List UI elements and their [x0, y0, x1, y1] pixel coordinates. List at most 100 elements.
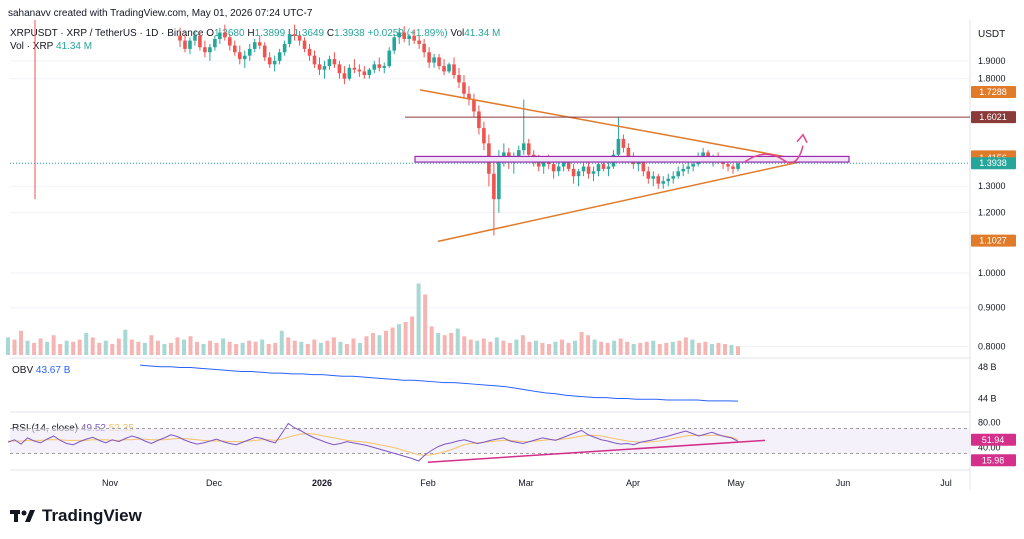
- projection-arrow: [744, 145, 804, 164]
- volume-bar: [32, 342, 37, 355]
- volume-bar: [110, 344, 115, 355]
- symbol-name[interactable]: XRPUSDT · XRP / TetherUS · 1D · Binance: [10, 28, 204, 39]
- price-badge: [971, 157, 1016, 170]
- obv-line: [139, 364, 739, 402]
- candle-body: [447, 64, 451, 72]
- candle-body: [412, 35, 416, 41]
- candle-body: [427, 52, 431, 63]
- time-axis-label: Mar: [518, 478, 534, 488]
- candle-body: [641, 161, 646, 172]
- volume-bar: [403, 322, 408, 355]
- resistance-zone-box: [414, 155, 850, 163]
- change-value: +0.0259 (+1.89%): [367, 28, 448, 39]
- tradingview-wordmark: TradingView: [42, 506, 142, 525]
- candle-body: [661, 181, 666, 184]
- volume-bar: [136, 341, 141, 355]
- volume-bar: [64, 340, 69, 355]
- candle-body: [626, 147, 631, 158]
- volume-bar: [371, 333, 375, 355]
- candle-body: [292, 34, 297, 36]
- obv-tick-label: 48 B: [978, 362, 997, 372]
- volume-bar: [592, 339, 597, 355]
- candle-body: [736, 163, 740, 169]
- volume-bar: [703, 341, 708, 355]
- volume-legend[interactable]: Vol · XRP 41.34 M: [10, 41, 92, 52]
- volume-bar: [142, 342, 147, 355]
- candle-body: [556, 166, 561, 172]
- volume-bar: [103, 340, 108, 355]
- candle-body: [581, 166, 586, 172]
- candle-body: [337, 64, 342, 74]
- volume-bar: [129, 339, 134, 355]
- high-value: 1.3899: [254, 28, 286, 39]
- volume-bar: [677, 340, 682, 355]
- candle-body: [726, 164, 730, 167]
- volume-bar: [618, 338, 623, 355]
- volume-bar: [175, 337, 180, 355]
- candle-body: [262, 45, 267, 58]
- candle-body: [686, 166, 690, 169]
- candle-body: [546, 161, 551, 165]
- high-label: H: [247, 28, 255, 39]
- candle-body: [302, 40, 307, 49]
- volume-bar: [19, 330, 24, 355]
- rsi-tick-label: 40.00: [978, 442, 1001, 452]
- price-badge-label: 1.3938: [979, 158, 1007, 168]
- candle-body: [566, 161, 571, 169]
- time-axis-label: Nov: [102, 478, 119, 488]
- candle-body: [277, 52, 282, 61]
- candle-body: [477, 111, 481, 129]
- volume-bar: [338, 341, 343, 355]
- candle-body: [417, 40, 421, 44]
- volume-bar: [25, 340, 30, 355]
- volume-label: Vol · XRP: [10, 41, 54, 52]
- candle-body: [342, 73, 347, 79]
- volume-bar: [390, 327, 395, 355]
- obv-legend[interactable]: OBV 43.67 B: [12, 365, 70, 376]
- triangle-lower-line: [437, 159, 807, 243]
- volume-bar: [12, 339, 17, 355]
- symbol-legend: XRPUSDT · XRP / TetherUS · 1D · Binance …: [10, 28, 500, 39]
- open-value: 1.3680: [213, 28, 245, 39]
- volume-bar: [318, 342, 323, 355]
- volume-bar: [586, 335, 591, 355]
- candle-body: [551, 164, 556, 172]
- volume-bar: [520, 335, 525, 355]
- volume-bar: [351, 338, 356, 355]
- volume-bar: [51, 335, 56, 355]
- volume-bar: [599, 341, 604, 355]
- tradingview-logo: TradingView: [10, 506, 142, 526]
- candle-body: [442, 66, 446, 72]
- volume-bar: [312, 339, 317, 355]
- volume-bar: [494, 337, 499, 355]
- candle-body: [616, 138, 621, 155]
- candle-body: [561, 161, 566, 167]
- volume-bar: [188, 336, 193, 355]
- volume-bar: [488, 341, 493, 355]
- candle-body: [362, 71, 367, 76]
- volume-bar: [234, 344, 239, 355]
- candle-body: [213, 38, 217, 48]
- candle-body: [312, 55, 317, 65]
- time-axis-label: May: [727, 478, 745, 488]
- rsi-line: [7, 422, 739, 462]
- candle-body: [193, 35, 197, 41]
- candle-body: [541, 161, 546, 167]
- price-badge: [971, 111, 1016, 124]
- rsi-band: [10, 428, 970, 454]
- candle-body: [721, 161, 725, 165]
- candle-body: [317, 64, 322, 70]
- chart-attribution: sahanavv created with TradingView.com, M…: [8, 8, 313, 19]
- volume-bar: [260, 339, 265, 355]
- candle-body: [287, 34, 292, 44]
- volume-bar: [58, 344, 63, 355]
- volume-bar: [716, 342, 721, 355]
- candle-body: [666, 178, 671, 182]
- low-label: L: [287, 28, 294, 39]
- volume-value: 41.34 M: [55, 41, 93, 52]
- candle-body: [482, 128, 486, 144]
- open-label: O: [206, 28, 214, 39]
- candle-body: [178, 35, 182, 41]
- price-badge-label: 1.7288: [979, 87, 1007, 97]
